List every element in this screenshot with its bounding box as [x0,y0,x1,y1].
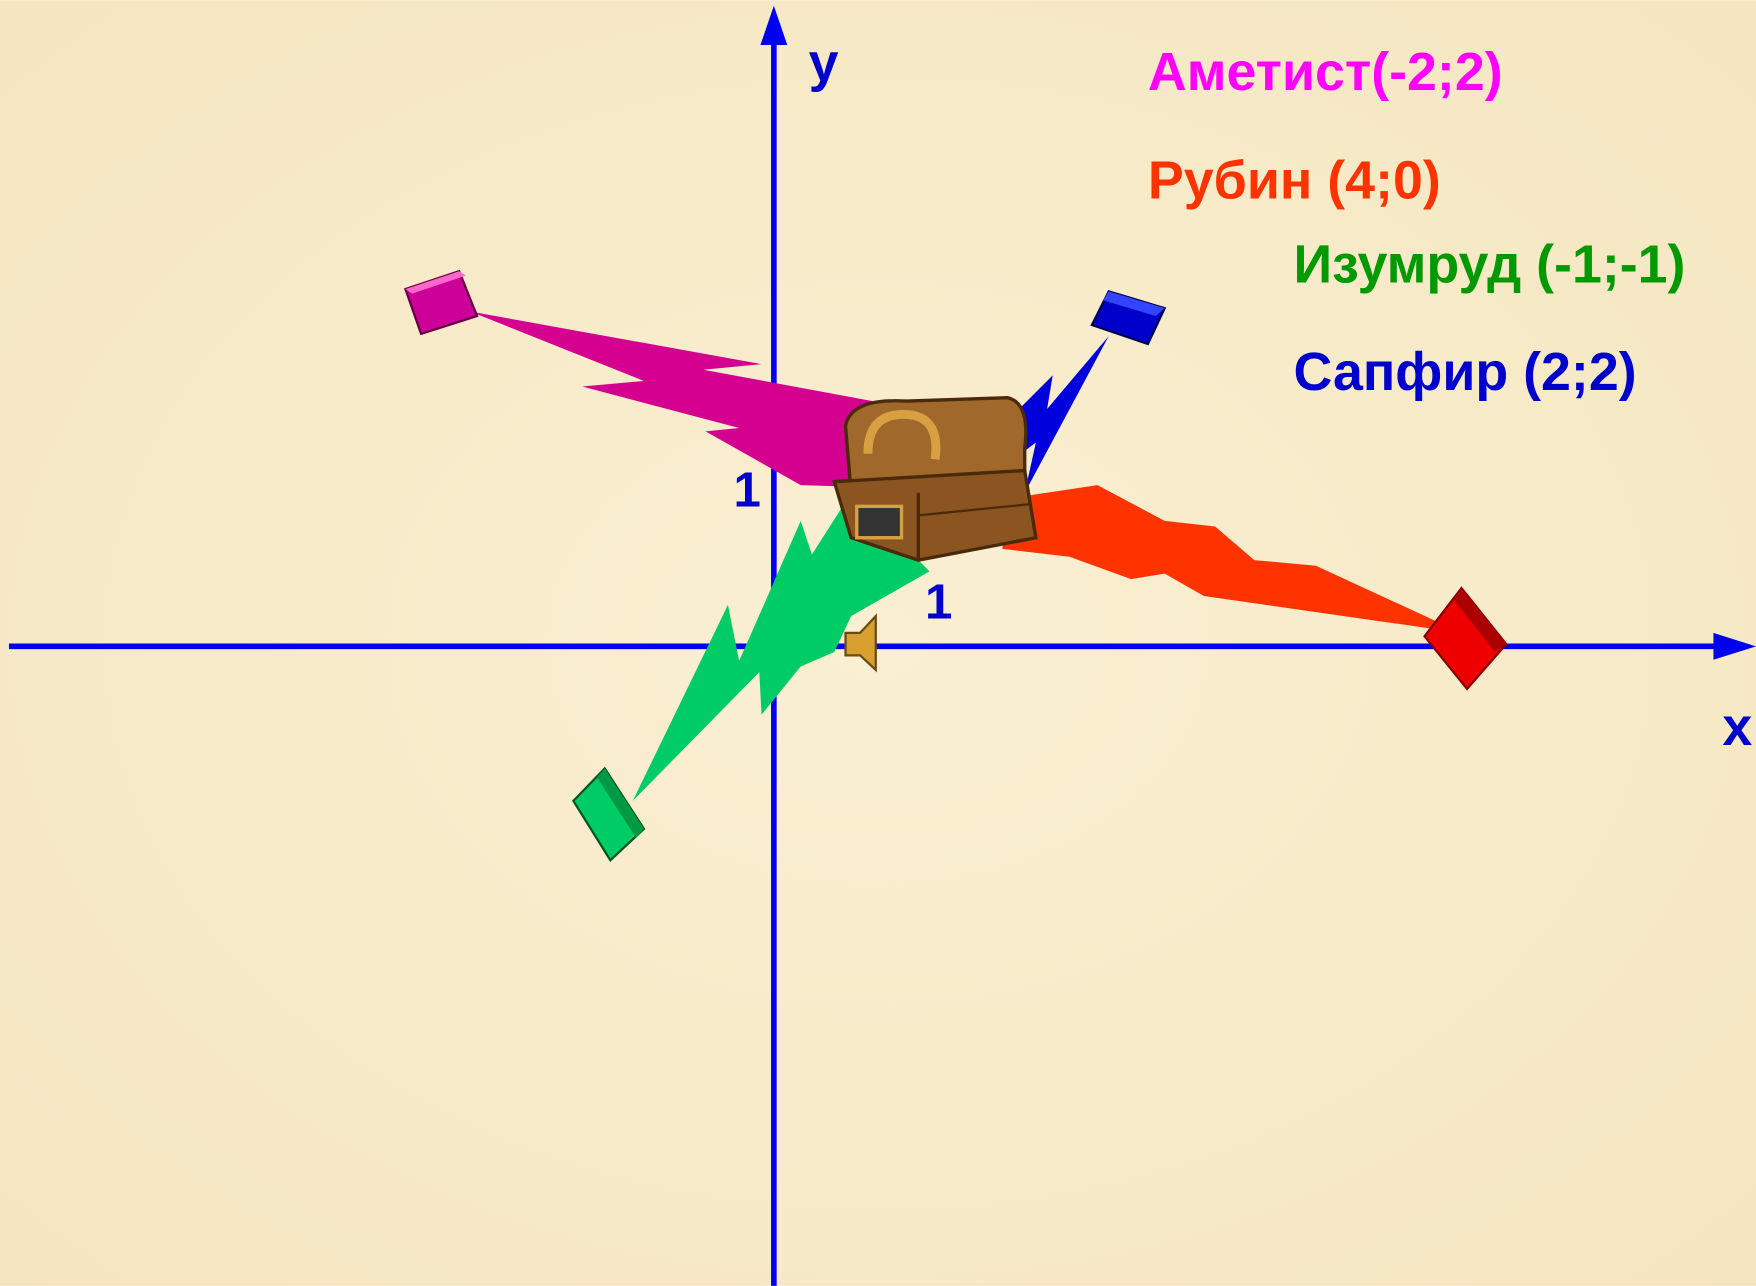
y-label: у [809,33,839,93]
gem-label: Сапфир (2;2) [1293,342,1636,402]
x-unit: 1 [925,574,952,629]
gem-label: Рубин (4;0) [1148,150,1441,210]
gem-label: Изумруд (-1;-1) [1293,234,1685,294]
page: у х 1 1 Аметист(-2;2) Рубин (4;0) Изумру… [0,0,1756,1286]
treasure-chest [834,398,1036,560]
x-label: х [1722,697,1752,757]
y-unit: 1 [734,462,761,517]
slide: у х 1 1 Аметист(-2;2) Рубин (4;0) Изумру… [0,0,1756,1286]
gem-label: Аметист(-2;2) [1148,42,1503,102]
